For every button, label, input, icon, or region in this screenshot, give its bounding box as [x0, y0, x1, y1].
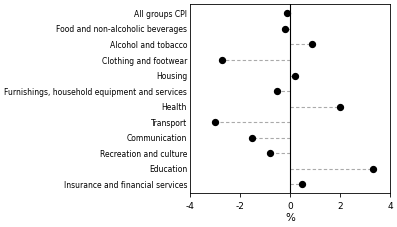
- Point: [284, 12, 291, 15]
- Point: [274, 89, 281, 93]
- Point: [249, 136, 256, 139]
- Point: [299, 182, 306, 186]
- X-axis label: %: %: [285, 213, 295, 223]
- Point: [369, 167, 376, 170]
- Point: [212, 120, 218, 124]
- Point: [337, 105, 343, 108]
- Point: [219, 58, 225, 62]
- Point: [309, 43, 316, 46]
- Point: [267, 151, 273, 155]
- Point: [292, 74, 298, 77]
- Point: [282, 27, 288, 31]
